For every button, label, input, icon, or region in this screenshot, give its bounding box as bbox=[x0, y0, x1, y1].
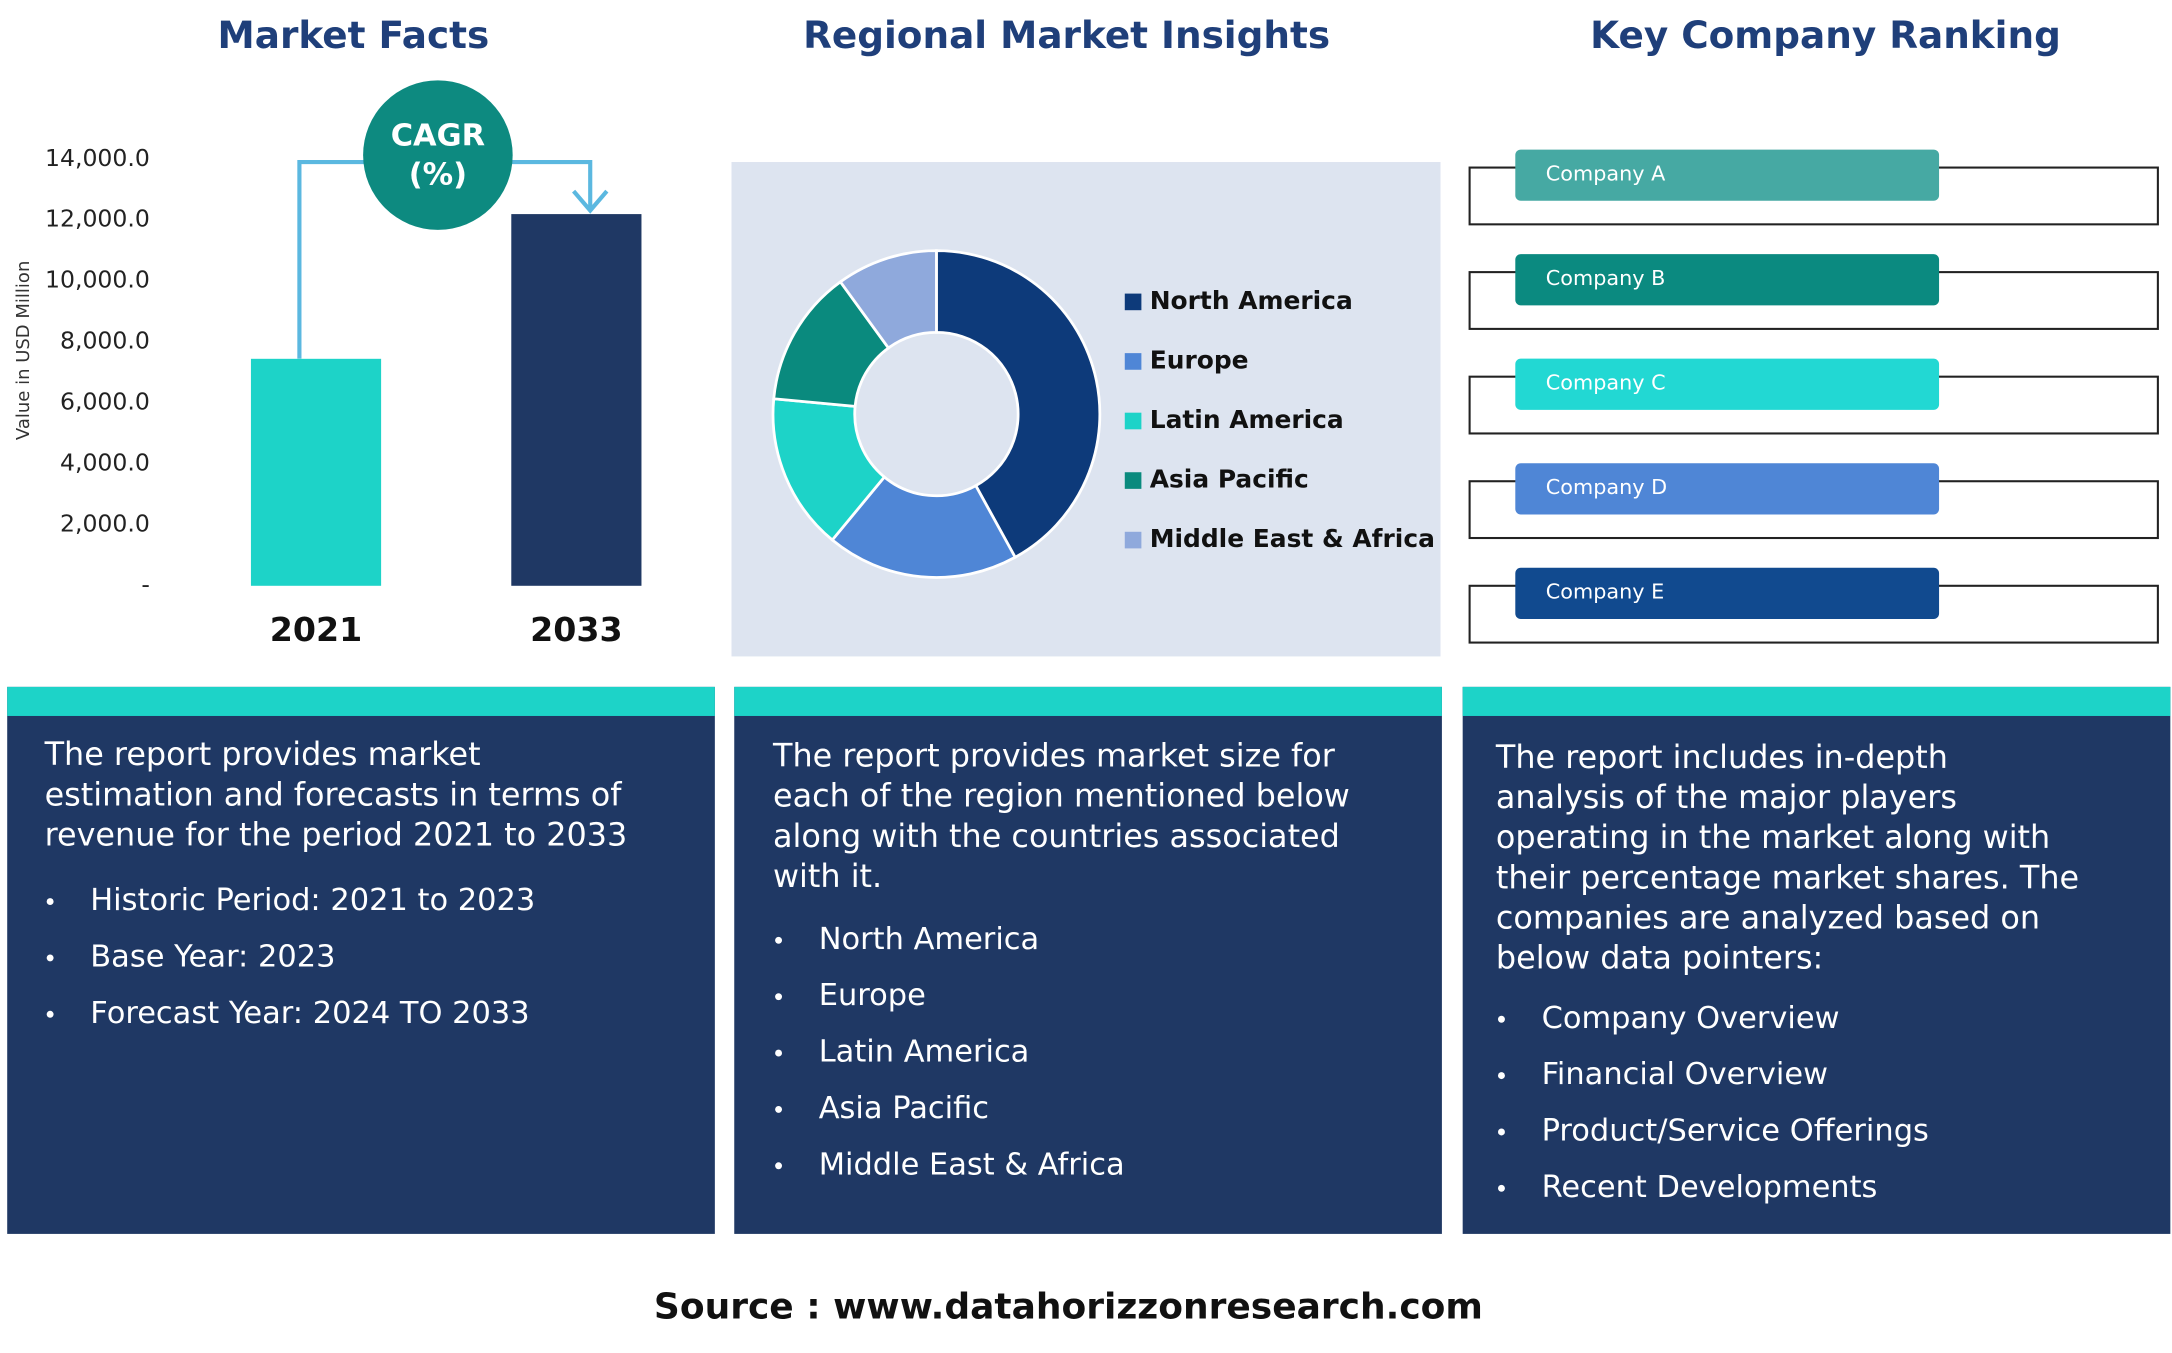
legend-label: North America bbox=[1150, 286, 1353, 315]
y-tick-label: 6,000.0 bbox=[60, 387, 150, 415]
bullet-text: Europe bbox=[819, 978, 926, 1013]
legend-label: Asia Pacific bbox=[1150, 465, 1309, 494]
panel-text: The report provides market size for bbox=[772, 737, 1336, 775]
company-name: Company B bbox=[1546, 266, 1666, 290]
ranking-bar bbox=[1515, 358, 1940, 410]
bar bbox=[250, 358, 382, 586]
panel bbox=[734, 686, 1442, 1234]
y-axis-label: Value in USD Million bbox=[13, 261, 34, 440]
bullet-text: Asia Pacific bbox=[819, 1091, 989, 1126]
panel-text: each of the region mentioned below bbox=[773, 777, 1350, 815]
y-tick-label: 14,000.0 bbox=[45, 144, 150, 172]
panel-text: with it. bbox=[773, 857, 882, 895]
company-name: Company C bbox=[1546, 371, 1666, 395]
ranking-bar bbox=[1515, 254, 1940, 306]
x-tick-label: 2021 bbox=[270, 610, 362, 649]
ranking-bar bbox=[1515, 463, 1940, 515]
cagr-label: CAGR bbox=[391, 119, 485, 154]
source: Source : www.datahorizzonresearch.com bbox=[654, 1287, 1483, 1328]
panel-text: revenue for the period 2021 to 2033 bbox=[45, 815, 628, 853]
bullet-text: Recent Developments bbox=[1542, 1170, 1878, 1205]
donut-slice bbox=[838, 249, 938, 350]
panel-text: their percentage market shares. The bbox=[1496, 858, 2079, 896]
panel-text: The report includes in-depth bbox=[1495, 738, 1948, 776]
legend-swatch bbox=[1124, 531, 1142, 549]
panel-strip bbox=[1462, 686, 2171, 716]
legend-label: Middle East & Africa bbox=[1150, 524, 1435, 553]
panel-text: The report provides market bbox=[44, 735, 481, 773]
arrowhead bbox=[572, 189, 609, 214]
company-name: Company E bbox=[1546, 580, 1665, 604]
cagr-label: (%) bbox=[409, 157, 467, 192]
legend-swatch bbox=[1124, 412, 1142, 430]
panel-strip bbox=[7, 686, 715, 716]
panel-text: estimation and forecasts in terms of bbox=[45, 775, 623, 813]
y-tick-label: 12,000.0 bbox=[45, 205, 150, 233]
ranking-bar bbox=[1515, 149, 1940, 201]
y-tick-label: - bbox=[141, 570, 150, 598]
bullet-text: Base Year: 2023 bbox=[90, 939, 335, 974]
bullet-dot bbox=[775, 993, 783, 1001]
bullet-dot bbox=[1497, 1184, 1505, 1192]
donut-slice bbox=[935, 249, 1102, 560]
section-title: Market Facts bbox=[218, 13, 490, 57]
bullet-dot bbox=[1497, 1072, 1505, 1080]
bullet-dot bbox=[775, 1105, 783, 1113]
bullet-text: North America bbox=[819, 922, 1039, 957]
section-title: Regional Market Insights bbox=[803, 13, 1330, 57]
panel bbox=[7, 686, 715, 1234]
legend-label: Europe bbox=[1150, 345, 1249, 374]
legend-swatch bbox=[1124, 353, 1142, 370]
cagr-badge bbox=[363, 80, 513, 230]
y-tick-label: 10,000.0 bbox=[45, 266, 150, 294]
bullet-dot bbox=[775, 936, 783, 944]
bullet-dot bbox=[46, 1010, 54, 1018]
ranking-bar bbox=[1515, 567, 1940, 620]
bullet-text: Middle East & Africa bbox=[819, 1147, 1125, 1182]
bullet-dot bbox=[46, 898, 54, 906]
y-tick-label: 2,000.0 bbox=[60, 509, 150, 537]
bullet-text: Historic Period: 2021 to 2023 bbox=[90, 883, 535, 918]
legend-swatch bbox=[1124, 293, 1142, 311]
donut-slice bbox=[830, 475, 1018, 579]
x-tick-label: 2033 bbox=[530, 610, 622, 649]
company-name: Company D bbox=[1546, 475, 1667, 499]
panel-text: along with the countries associated bbox=[773, 817, 1340, 855]
bullet-dot bbox=[1497, 1015, 1505, 1023]
panel-text: below data pointers: bbox=[1496, 939, 1823, 977]
panel-text: companies are analyzed based on bbox=[1496, 899, 2040, 937]
bullet-dot bbox=[46, 954, 54, 962]
y-tick-label: 4,000.0 bbox=[60, 448, 150, 476]
bullet-text: Product/Service Offerings bbox=[1542, 1113, 1929, 1148]
bullet-text: Latin America bbox=[819, 1035, 1030, 1070]
company-name: Company A bbox=[1546, 161, 1666, 185]
panel-strip bbox=[734, 686, 1442, 716]
panel bbox=[1462, 686, 2171, 1234]
legend-label: Latin America bbox=[1150, 405, 1344, 434]
panel-text: operating in the market along with bbox=[1496, 818, 2050, 856]
bullet-dot bbox=[775, 1049, 783, 1057]
bullet-text: Financial Overview bbox=[1542, 1057, 1828, 1092]
bullet-dot bbox=[1497, 1128, 1505, 1136]
legend-swatch bbox=[1124, 472, 1142, 489]
bullet-dot bbox=[775, 1162, 783, 1170]
bullet-text: Forecast Year: 2024 TO 2033 bbox=[90, 996, 529, 1031]
panel-text: analysis of the major players bbox=[1496, 778, 1957, 816]
bar bbox=[511, 214, 642, 586]
bullet-text: Company Overview bbox=[1542, 1001, 1840, 1036]
section-title: Key Company Ranking bbox=[1590, 13, 2061, 57]
y-tick-label: 8,000.0 bbox=[60, 327, 150, 355]
